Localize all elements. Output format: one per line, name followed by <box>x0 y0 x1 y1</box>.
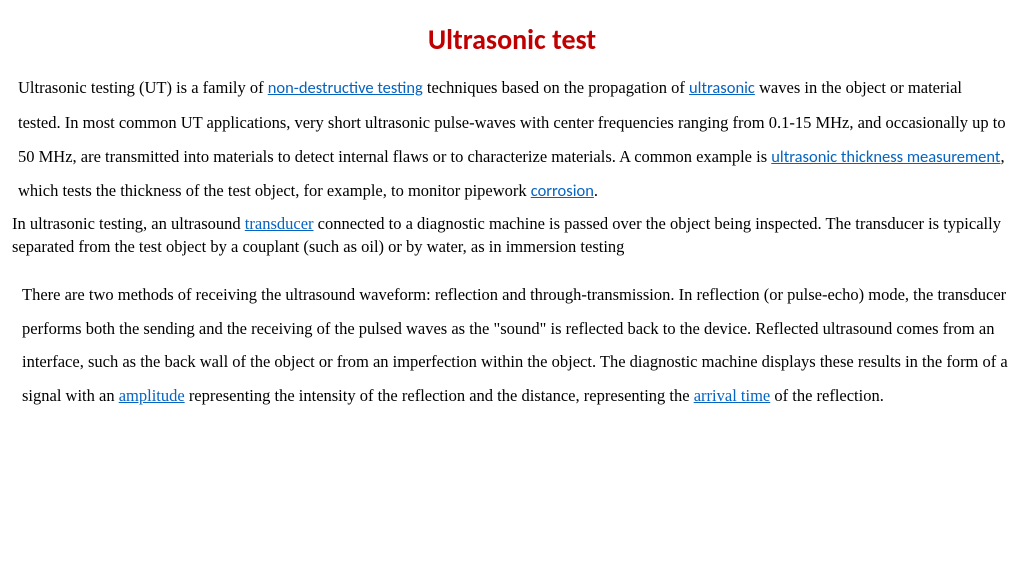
text-run: representing the intensity of the reflec… <box>185 386 694 405</box>
text-run: Ultrasonic testing (UT) is a family of <box>18 78 268 97</box>
link-corrosion[interactable]: corrosion <box>531 181 594 201</box>
link-ultrasonic-thickness-measurement[interactable]: ultrasonic thickness measurement <box>771 147 1000 167</box>
paragraph-1: Ultrasonic testing (UT) is a family of n… <box>12 71 1012 209</box>
link-amplitude[interactable]: amplitude <box>119 386 185 405</box>
page-title: Ultrasonic test <box>12 22 1012 57</box>
paragraph-3: There are two methods of receiving the u… <box>12 278 1012 413</box>
text-run: In ultrasonic testing, an ultrasound <box>12 214 245 233</box>
text-run: . <box>594 181 598 200</box>
document-page: Ultrasonic test Ultrasonic testing (UT) … <box>0 0 1024 576</box>
link-transducer[interactable]: transducer <box>245 214 314 233</box>
link-arrival-time[interactable]: arrival time <box>694 386 771 405</box>
text-run: of the reflection. <box>770 386 884 405</box>
link-ultrasonic[interactable]: ultrasonic <box>689 78 755 98</box>
paragraph-2: In ultrasonic testing, an ultrasound tra… <box>12 213 1012 258</box>
link-non-destructive-testing[interactable]: non-destructive testing <box>268 78 423 98</box>
text-run: techniques based on the propagation of <box>423 78 689 97</box>
